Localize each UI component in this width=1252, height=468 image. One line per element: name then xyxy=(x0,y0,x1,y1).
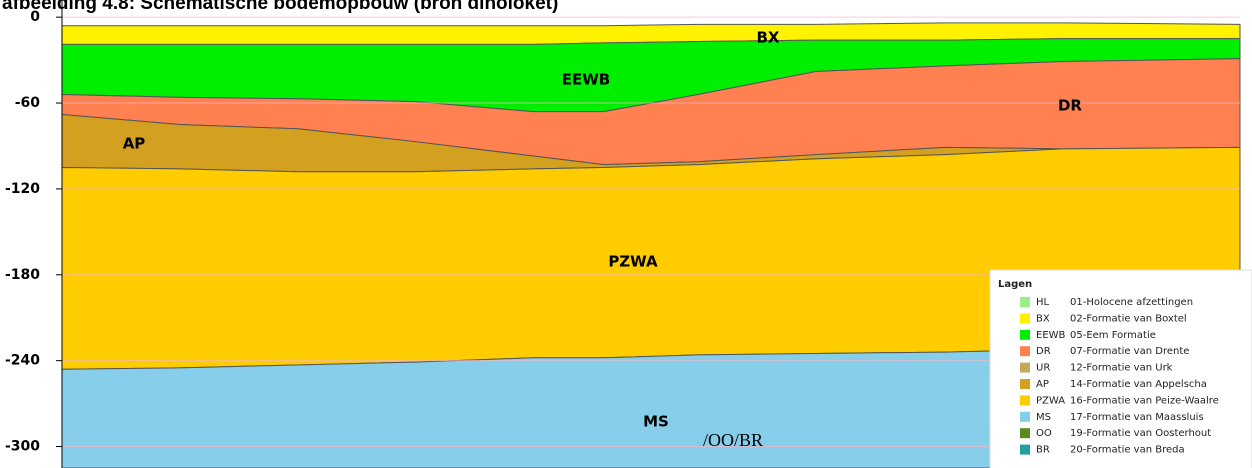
legend-title: Lagen xyxy=(998,279,1032,290)
legend-label: 17-Formatie van Maassluis xyxy=(1070,412,1204,423)
legend-swatch xyxy=(1020,395,1030,405)
y-tick-label: -180 xyxy=(5,267,40,283)
legend-label: 20-Formatie van Breda xyxy=(1070,445,1185,456)
y-tick-label: -300 xyxy=(5,439,40,455)
legend-label: 14-Formatie van Appelscha xyxy=(1070,379,1207,390)
legend-swatch xyxy=(1020,346,1030,356)
legend-swatch xyxy=(1020,412,1030,422)
legend-code: UR xyxy=(1036,363,1050,374)
layer-label: PZWA xyxy=(608,253,658,271)
legend-code: BR xyxy=(1036,445,1050,456)
y-tick-label: -60 xyxy=(15,95,41,111)
legend-code: EEWB xyxy=(1036,330,1066,341)
layer-label: BX xyxy=(757,29,780,47)
chart-title: afbeelding 4.8: Schematische bodemopbouw… xyxy=(2,0,558,14)
legend-label: 01-Holocene afzettingen xyxy=(1070,297,1193,308)
legend-label: 12-Formatie van Urk xyxy=(1070,363,1173,374)
legend-code: HL xyxy=(1036,297,1050,308)
y-tick-label: 0 xyxy=(30,9,40,25)
legend-label: 07-Formatie van Drente xyxy=(1070,346,1189,357)
legend-swatch xyxy=(1020,379,1030,389)
y-tick-label: -240 xyxy=(5,353,40,369)
chart: afbeelding 4.8: Schematische bodemopbouw… xyxy=(0,0,1252,468)
legend-label: 02-Formatie van Boxtel xyxy=(1070,313,1187,324)
layer-label: EEWB xyxy=(562,71,610,89)
legend-code: OO xyxy=(1036,428,1052,439)
y-tick-label: -120 xyxy=(5,181,40,197)
legend-swatch xyxy=(1020,330,1030,340)
layer-label: AP xyxy=(123,135,146,153)
legend-swatch xyxy=(1020,363,1030,373)
legend-label: 16-Formatie van Peize-Waalre xyxy=(1070,395,1219,406)
legend-swatch xyxy=(1020,313,1030,323)
legend-swatch xyxy=(1020,297,1030,307)
layer-label: MS xyxy=(643,413,669,431)
layer-label: /OO/BR xyxy=(703,430,763,450)
legend-code: AP xyxy=(1036,379,1049,390)
legend-label: 05-Eem Formatie xyxy=(1070,330,1156,341)
layer-label: DR xyxy=(1058,97,1082,115)
legend-code: DR xyxy=(1036,346,1051,357)
legend-code: PZWA xyxy=(1036,395,1065,406)
legend: Lagen HL 01-Holocene afzettingen BX 02-Forma… xyxy=(990,270,1252,468)
legend-swatch xyxy=(1020,445,1030,455)
legend-code: MS xyxy=(1036,412,1051,423)
legend-label: 19-Formatie van Oosterhout xyxy=(1070,428,1211,439)
legend-code: BX xyxy=(1036,313,1050,324)
legend-swatch xyxy=(1020,428,1030,438)
